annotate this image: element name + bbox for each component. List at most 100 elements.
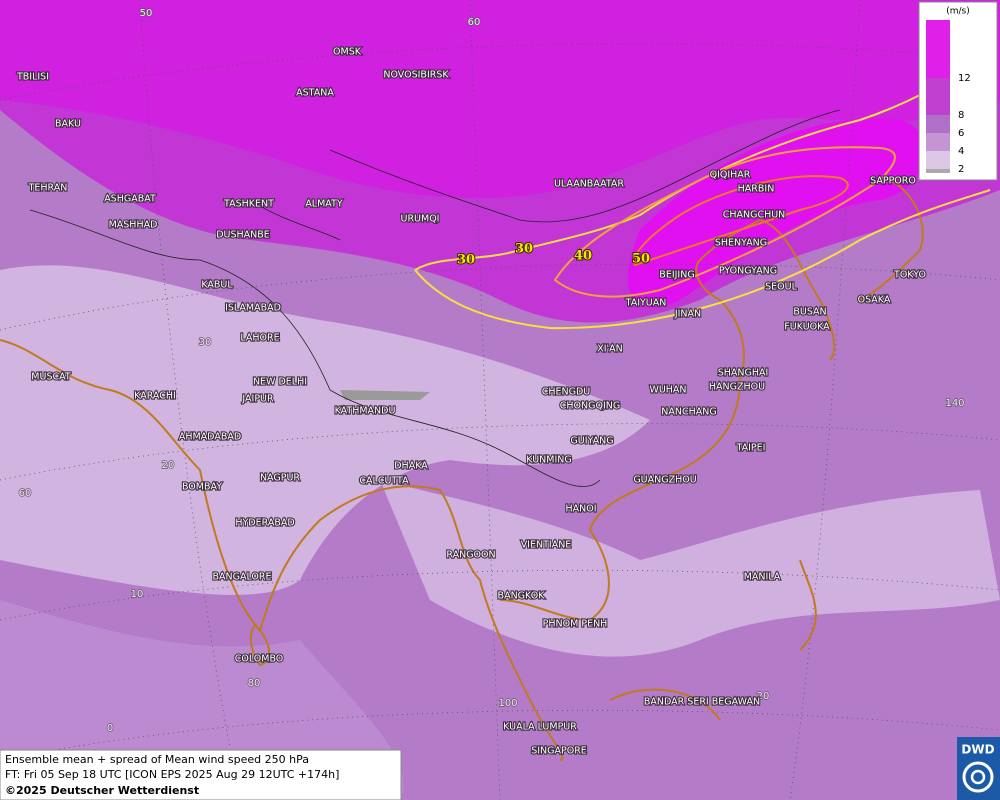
footer-box bbox=[0, 749, 402, 800]
city-label: BANDAR SERI BEGAWAN bbox=[644, 697, 760, 708]
grid-label: 20 bbox=[162, 460, 175, 471]
city-label: KARACHI bbox=[134, 391, 176, 402]
city-label: KATHMANDU bbox=[335, 406, 396, 417]
city-label: SHENYANG bbox=[715, 238, 767, 249]
city-label: NEW DELHI bbox=[253, 377, 307, 388]
city-label: FUKUOKA bbox=[784, 322, 830, 333]
field-low bbox=[0, 265, 650, 595]
city-label: COLOMBO bbox=[235, 654, 284, 665]
city-label: QIQIHAR bbox=[710, 170, 751, 181]
field-higher bbox=[0, 0, 1000, 199]
city-label: ULAANBAATAR bbox=[554, 179, 624, 190]
city-label: NANCHANG bbox=[661, 407, 716, 418]
grid-label: 60 bbox=[19, 488, 32, 499]
city-label: MANILA bbox=[744, 572, 781, 583]
legend-label: 12 bbox=[958, 73, 971, 84]
city-label: KABUL bbox=[201, 280, 233, 291]
city-label: ASHGABAT bbox=[104, 194, 156, 205]
city-label: ISLAMABAD bbox=[225, 303, 281, 314]
city-label: KUNMING bbox=[526, 455, 572, 466]
city-label: TAIPEI bbox=[736, 443, 766, 454]
city-label: HARBIN bbox=[738, 184, 775, 195]
city-label: SAPPORO bbox=[870, 176, 916, 187]
city-label: OMSK bbox=[333, 47, 362, 58]
city-label: JAIPUR bbox=[241, 394, 274, 405]
grid-label: 60 bbox=[468, 17, 481, 28]
field-gray bbox=[340, 390, 430, 400]
city-label: BUSAN bbox=[793, 307, 826, 318]
city-label: DHAKA bbox=[394, 461, 428, 472]
city-label: NAGPUR bbox=[260, 473, 300, 484]
field-max bbox=[627, 118, 925, 308]
grid-label: 20 bbox=[757, 691, 770, 702]
city-label: TAIYUAN bbox=[625, 298, 667, 309]
city-label: TBILISI bbox=[16, 72, 49, 83]
city-label: NOVOSIBIRSK bbox=[383, 70, 449, 81]
border bbox=[29, 109, 841, 487]
city-label: BEIJING bbox=[659, 270, 694, 281]
city-labels: OMSK NOVOSIBIRSK ASTANA TBILISI BAKU TEHRAN AS… bbox=[15, 45, 927, 757]
legend-swatch bbox=[926, 78, 950, 115]
coastline bbox=[0, 218, 836, 761]
city-label: MUSCAT bbox=[31, 372, 71, 383]
legend-label: 2 bbox=[958, 164, 964, 175]
legend-swatch bbox=[926, 169, 950, 173]
coastline bbox=[249, 179, 924, 721]
city-label: CHENGDU bbox=[542, 387, 591, 398]
contour-30 bbox=[414, 94, 991, 330]
city-label: SHANGHAI bbox=[718, 368, 769, 379]
grid-label: 140 bbox=[945, 398, 964, 409]
city-label: LAHORE bbox=[240, 333, 279, 344]
city-label: ALMATY bbox=[305, 199, 343, 210]
footer-line: ©2025 Deutscher Wetterdienst bbox=[5, 784, 199, 797]
city-label: DUSHANBE bbox=[216, 230, 270, 241]
logo-text: DWD bbox=[961, 743, 994, 757]
city-label: BOMBAY bbox=[182, 482, 222, 493]
city-label: HYDERABAD bbox=[235, 518, 294, 529]
contour-40 bbox=[553, 146, 896, 298]
city-label: TEHRAN bbox=[28, 183, 68, 194]
city-label: TASHKENT bbox=[223, 199, 274, 210]
city-label: URUMQI bbox=[401, 214, 440, 225]
legend-swatch bbox=[926, 115, 950, 133]
contour-label: 30 bbox=[457, 253, 475, 268]
city-label: RANGOON bbox=[446, 550, 495, 561]
city-label: TOKYO bbox=[893, 270, 926, 281]
city-label: CALCUTTA bbox=[359, 476, 409, 487]
city-label: GUIYANG bbox=[570, 436, 613, 447]
field-low bbox=[380, 480, 1000, 657]
city-label: VIENTIANE bbox=[521, 540, 572, 551]
city-label: BAKU bbox=[55, 119, 81, 130]
grid-label: 100 bbox=[498, 698, 517, 709]
city-label: AHMADABAD bbox=[179, 432, 241, 443]
city-label: CHANGCHUN bbox=[723, 210, 786, 221]
logo-icon bbox=[970, 769, 986, 785]
footer-line: Ensemble mean + spread of Mean wind spee… bbox=[5, 753, 309, 766]
city-label: KUALA LUMPUR bbox=[503, 722, 577, 733]
city-label: ASTANA bbox=[296, 88, 334, 99]
contour-label: 40 bbox=[574, 249, 592, 264]
legend-label: 8 bbox=[958, 110, 964, 121]
city-label: HANGZHOU bbox=[709, 382, 765, 393]
grid-label: 0 bbox=[107, 723, 113, 734]
grid-label: 10 bbox=[131, 589, 144, 600]
city-label: MASHHAD bbox=[109, 220, 158, 231]
legend-swatch bbox=[926, 133, 950, 151]
contour-label: 50 bbox=[632, 252, 650, 267]
legend-swatch bbox=[926, 20, 950, 78]
city-label: HANOI bbox=[565, 504, 596, 515]
city-label: GUANGZHOU bbox=[633, 475, 696, 486]
city-label: WUHAN bbox=[649, 385, 686, 396]
city-label: PHNOM PENH bbox=[543, 619, 608, 630]
city-label: OSAKA bbox=[858, 295, 891, 306]
legend-unit: (m/s) bbox=[946, 7, 970, 17]
city-label: JINAN bbox=[674, 309, 701, 320]
footer-line: FT: Fri 05 Sep 18 UTC [ICON EPS 2025 Aug… bbox=[5, 768, 339, 781]
city-label: BANGKOK bbox=[498, 591, 546, 602]
city-label: PYONGYANG bbox=[719, 266, 777, 277]
city-label: SEOUL bbox=[765, 282, 797, 293]
grid-label: 50 bbox=[140, 8, 153, 19]
contour-label: 30 bbox=[515, 242, 533, 257]
